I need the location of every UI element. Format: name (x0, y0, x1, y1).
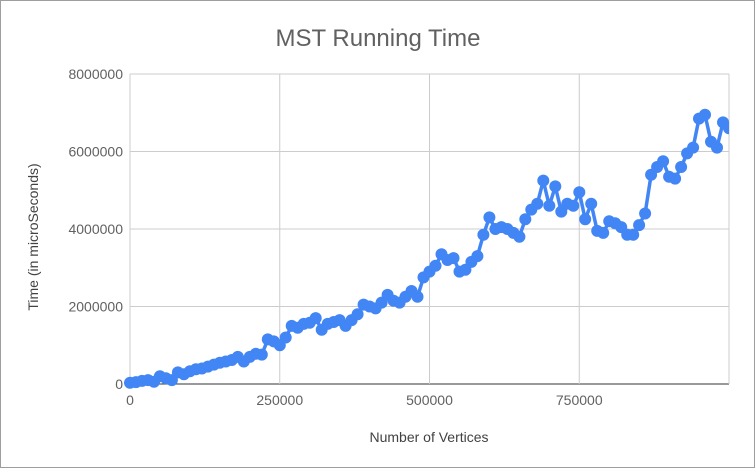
x-axis-ticks: 0 250000 500000 750000 (126, 392, 603, 408)
data-point (687, 141, 700, 154)
data-point (471, 250, 484, 263)
chart-title: MST Running Time (276, 25, 481, 52)
data-point (639, 207, 652, 220)
data-point (411, 290, 424, 303)
data-point (633, 219, 646, 232)
y-axis-ticks: 0 2000000 4000000 6000000 8000000 (68, 66, 123, 392)
data-point (279, 331, 292, 344)
x-axis-label: Number of Vertices (369, 429, 488, 445)
series-group (124, 108, 729, 389)
data-point (669, 172, 682, 185)
data-point (699, 108, 711, 121)
data-point (531, 197, 544, 210)
data-point (519, 213, 532, 226)
data-point (543, 199, 556, 212)
y-tick-label: 0 (115, 376, 123, 392)
y-axis-label: Time (in microSeconds) (25, 163, 41, 310)
y-tick-label: 2000000 (68, 299, 123, 315)
data-point (549, 180, 562, 193)
data-point (657, 155, 670, 168)
data-point (585, 197, 598, 210)
data-point (309, 312, 322, 325)
x-tick-label: 0 (126, 392, 134, 408)
data-point (483, 211, 496, 224)
data-point (513, 230, 526, 243)
data-point (723, 122, 729, 135)
data-point (675, 161, 688, 173)
y-tick-label: 8000000 (68, 66, 123, 82)
x-tick-label: 500000 (406, 392, 453, 408)
data-point (255, 348, 268, 361)
data-point (537, 174, 550, 187)
data-point (573, 186, 586, 199)
y-tick-label: 6000000 (68, 144, 123, 160)
data-point (429, 259, 442, 272)
grid (129, 73, 730, 385)
data-point (711, 141, 723, 154)
data-point (567, 199, 580, 212)
data-point (579, 213, 592, 226)
data-point (351, 308, 364, 321)
x-tick-label: 750000 (556, 392, 603, 408)
data-point (597, 226, 610, 239)
y-tick-label: 4000000 (68, 221, 123, 237)
data-point (477, 228, 490, 241)
x-tick-label: 250000 (256, 392, 303, 408)
data-point (447, 252, 460, 265)
data-point (627, 228, 640, 241)
